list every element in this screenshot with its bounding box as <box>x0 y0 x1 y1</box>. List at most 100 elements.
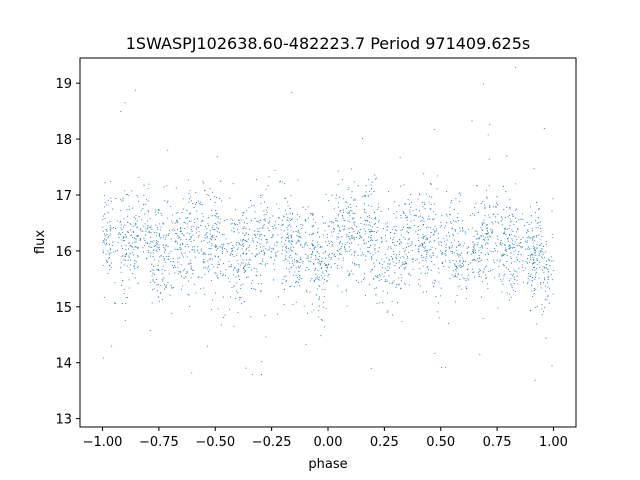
data-point <box>422 224 424 226</box>
data-point <box>299 276 301 278</box>
data-point <box>135 238 137 240</box>
data-point <box>400 217 402 219</box>
data-point <box>167 245 169 248</box>
data-point <box>281 224 283 226</box>
data-point <box>154 259 156 261</box>
data-point <box>533 254 535 256</box>
data-point <box>131 245 133 247</box>
data-point <box>109 228 111 231</box>
data-point <box>201 220 203 222</box>
data-point <box>422 206 424 208</box>
data-point <box>532 262 534 264</box>
data-point <box>535 288 537 290</box>
data-point <box>373 278 375 280</box>
data-point <box>407 242 409 244</box>
data-point <box>342 209 344 211</box>
data-point <box>167 200 169 202</box>
data-point <box>124 255 127 257</box>
data-point <box>312 245 315 247</box>
data-point <box>514 249 516 251</box>
data-point <box>237 292 239 294</box>
data-point <box>160 284 162 287</box>
data-point <box>452 270 454 272</box>
data-point <box>444 253 446 255</box>
data-point <box>254 217 256 219</box>
data-point <box>455 270 457 272</box>
x-tick-label: 0.00 <box>314 435 343 450</box>
data-point <box>170 261 172 263</box>
data-point <box>498 273 500 275</box>
data-point <box>160 226 162 228</box>
data-point <box>289 262 291 264</box>
data-point <box>486 196 488 198</box>
data-point <box>400 241 402 243</box>
data-point <box>112 241 114 243</box>
data-point <box>481 281 483 283</box>
data-point <box>233 227 235 229</box>
data-point <box>313 248 315 250</box>
data-point <box>207 260 209 262</box>
data-point <box>300 237 302 239</box>
data-point <box>242 232 244 234</box>
data-point <box>440 241 443 243</box>
data-point <box>433 285 435 287</box>
data-point <box>248 246 250 249</box>
data-point <box>499 278 502 280</box>
data-point <box>408 203 411 205</box>
data-point <box>548 302 550 304</box>
data-point <box>480 234 482 237</box>
data-point <box>406 227 408 229</box>
data-point <box>508 299 511 301</box>
data-point <box>202 220 204 222</box>
data-point <box>523 225 525 227</box>
data-point <box>459 261 461 263</box>
data-point <box>534 269 536 271</box>
data-point <box>239 255 242 257</box>
data-point <box>161 214 163 216</box>
data-point <box>206 194 208 196</box>
data-point <box>350 242 353 244</box>
data-point <box>502 185 504 188</box>
data-point <box>504 244 506 246</box>
data-point <box>431 260 433 263</box>
data-point <box>222 273 224 275</box>
data-point <box>315 256 317 258</box>
data-point <box>388 267 390 269</box>
data-point <box>418 210 421 212</box>
data-point <box>158 209 160 211</box>
data-point <box>136 226 138 228</box>
data-point <box>391 300 393 302</box>
data-point <box>149 242 151 245</box>
data-point <box>284 255 286 257</box>
data-point <box>298 279 300 281</box>
data-point <box>466 247 468 249</box>
data-point <box>378 219 380 221</box>
data-point <box>335 217 337 219</box>
data-point <box>163 277 165 279</box>
data-point <box>370 229 372 231</box>
data-point <box>270 257 273 259</box>
data-point <box>248 207 250 209</box>
data-point <box>307 255 309 257</box>
data-point <box>501 224 503 226</box>
data-point <box>122 197 124 199</box>
data-point <box>214 209 217 212</box>
data-point <box>268 176 270 178</box>
data-point <box>537 227 539 229</box>
data-point <box>337 170 339 172</box>
data-point <box>118 233 120 235</box>
data-point <box>305 220 307 222</box>
y-tick-label: 13 <box>55 413 72 428</box>
data-point <box>338 206 340 208</box>
data-point <box>190 229 192 231</box>
data-point <box>373 223 375 225</box>
data-point <box>193 207 195 209</box>
data-point <box>434 231 436 233</box>
data-point <box>353 262 356 264</box>
data-point <box>520 253 522 255</box>
data-point <box>211 243 213 245</box>
data-point <box>396 241 399 243</box>
data-point <box>141 230 143 232</box>
data-point <box>411 241 413 243</box>
data-point <box>105 239 107 241</box>
